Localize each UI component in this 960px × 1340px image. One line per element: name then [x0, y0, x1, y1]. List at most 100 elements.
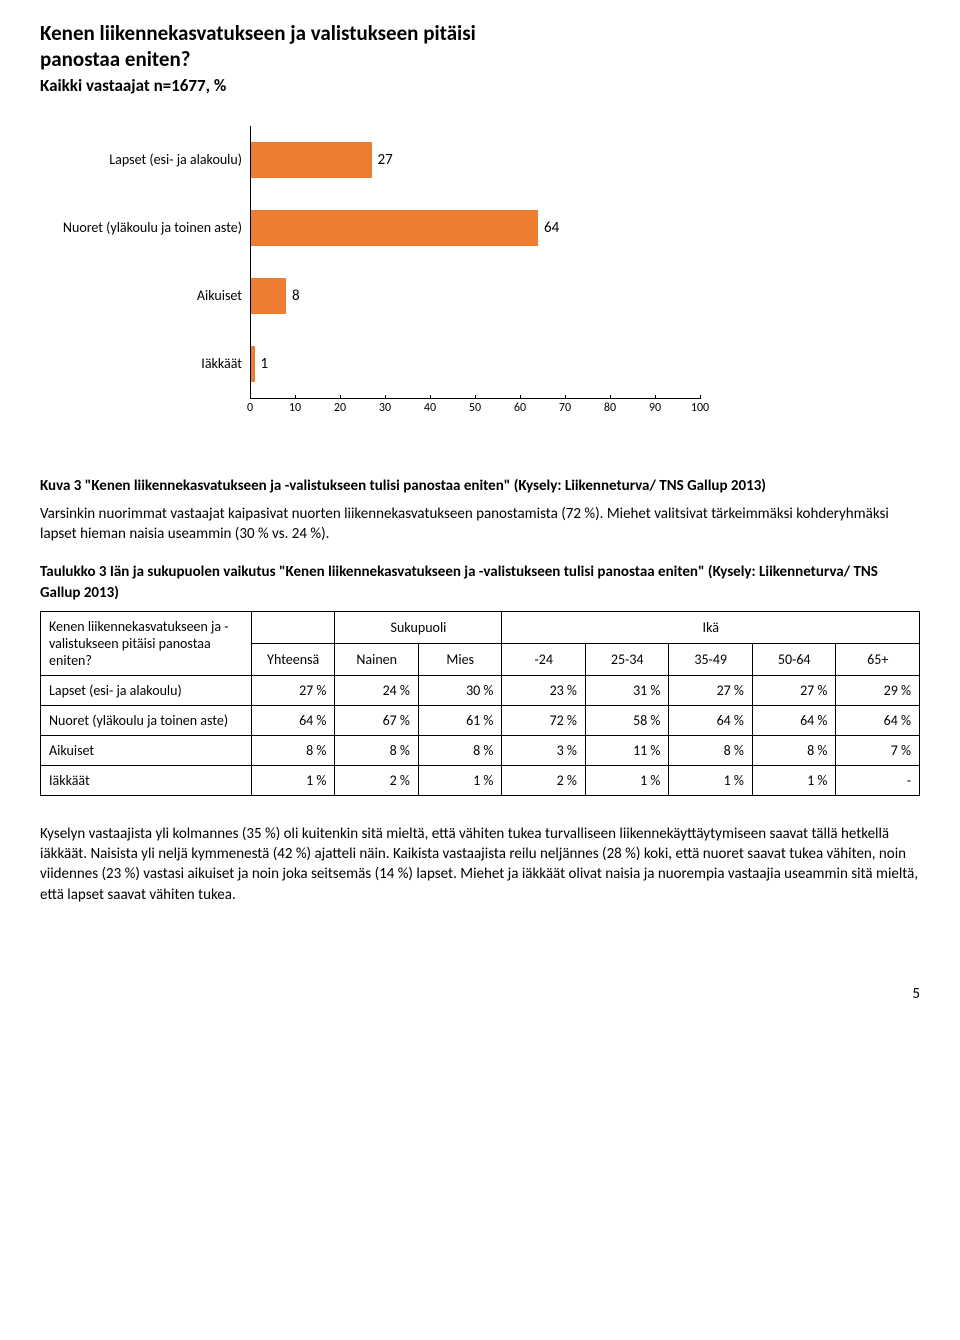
x-axis-tick-label: 30 [379, 401, 391, 415]
y-axis-line [250, 126, 251, 398]
table-top-header: Kenen liikennekasvatukseen ja -valistuks… [41, 611, 252, 675]
table-column-header: 50-64 [752, 643, 836, 675]
chart-bar-wrap: 27 [250, 142, 393, 178]
table-caption: Taulukko 3 Iän ja sukupuolen vaikutus "K… [40, 562, 920, 603]
table-column-header: Yhteensä [251, 643, 335, 675]
table-column-header: 25-34 [585, 643, 669, 675]
table-cell: 67 % [335, 705, 419, 735]
paragraph-1: Varsinkin nuorimmat vastaajat kaipasivat… [40, 504, 920, 545]
chart-bar [250, 142, 372, 178]
chart-subtitle: Kaikki vastaajat n=1677, % [40, 75, 920, 96]
table-row: Lapset (esi- ja alakoulu)27 %24 %30 %23 … [41, 675, 920, 705]
x-axis-tick-label: 80 [604, 401, 616, 415]
table-cell: 27 % [669, 675, 753, 705]
chart-row: Nuoret (yläkoulu ja toinen aste) 64 [40, 194, 920, 262]
table-cell: 27 % [752, 675, 836, 705]
table-group-header: Ikä [502, 611, 920, 643]
table-cell: 27 % [251, 675, 335, 705]
table-cell: 8 % [669, 735, 753, 765]
table-cell: 61 % [418, 705, 502, 735]
table-cell: 64 % [836, 705, 920, 735]
chart-value-label: 64 [544, 219, 559, 237]
chart-title-line1: Kenen liikennekasvatukseen ja valistukse… [40, 20, 476, 46]
table-blank-cell [251, 611, 335, 643]
chart-category-label: Iäkkäät [40, 355, 250, 372]
chart-category-label: Nuoret (yläkoulu ja toinen aste) [40, 219, 250, 236]
chart-title: Kenen liikennekasvatukseen ja valistukse… [40, 20, 920, 73]
x-axis-tick-label: 20 [334, 401, 346, 415]
table-cell: 23 % [502, 675, 586, 705]
table-row: Nuoret (yläkoulu ja toinen aste)64 %67 %… [41, 705, 920, 735]
page-number: 5 [40, 985, 920, 1003]
table-cell: 64 % [669, 705, 753, 735]
chart-bar-wrap: 8 [250, 278, 300, 314]
chart-bar-wrap: 1 [250, 346, 268, 382]
chart-bar [250, 210, 538, 246]
chart-value-label: 1 [261, 355, 269, 373]
chart-category-label: Aikuiset [40, 287, 250, 304]
x-axis-tick [700, 395, 701, 399]
x-axis-tick-label: 10 [289, 401, 301, 415]
table-row-label: Lapset (esi- ja alakoulu) [41, 675, 252, 705]
table-cell: - [836, 765, 920, 795]
chart-category-label: Lapset (esi- ja alakoulu) [40, 151, 250, 168]
table-row-label: Aikuiset [41, 735, 252, 765]
chart-row: Aikuiset 8 [40, 262, 920, 330]
table-cell: 72 % [502, 705, 586, 735]
x-axis-tick [385, 395, 386, 399]
table-cell: 1 % [251, 765, 335, 795]
table-cell: 7 % [836, 735, 920, 765]
chart-row: Iäkkäät 1 [40, 330, 920, 398]
x-axis-tick [565, 395, 566, 399]
chart-bar-wrap: 64 [250, 210, 559, 246]
table-cell: 58 % [585, 705, 669, 735]
chart-title-line2: panostaa eniten? [40, 46, 191, 72]
table-cell: 30 % [418, 675, 502, 705]
table-cell: 64 % [752, 705, 836, 735]
table-cell: 1 % [418, 765, 502, 795]
table-cell: 2 % [502, 765, 586, 795]
x-axis-tick [295, 395, 296, 399]
x-axis-tick [520, 395, 521, 399]
table-column-header: 65+ [836, 643, 920, 675]
chart-value-label: 8 [292, 287, 300, 305]
x-axis-tick [475, 395, 476, 399]
bar-chart: Lapset (esi- ja alakoulu) 27 Nuoret (yläko… [40, 126, 920, 446]
x-axis-tick-label: 60 [514, 401, 526, 415]
x-axis-tick-label: 90 [649, 401, 661, 415]
x-axis-tick-label: 40 [424, 401, 436, 415]
table-column-header: Nainen [335, 643, 419, 675]
x-axis: 0102030405060708090100 [250, 398, 700, 418]
x-axis-tick [340, 395, 341, 399]
x-axis-tick [430, 395, 431, 399]
table-row-label: Nuoret (yläkoulu ja toinen aste) [41, 705, 252, 735]
table-column-header: 35-49 [669, 643, 753, 675]
x-axis-tick-label: 0 [247, 401, 253, 415]
table-cell: 3 % [502, 735, 586, 765]
table-cell: 24 % [335, 675, 419, 705]
data-table: Kenen liikennekasvatukseen ja -valistuks… [40, 611, 920, 796]
table-row-label: Iäkkäät [41, 765, 252, 795]
x-axis-tick-label: 70 [559, 401, 571, 415]
table-cell: 2 % [335, 765, 419, 795]
table-group-header: Sukupuoli [335, 611, 502, 643]
table-column-header: -24 [502, 643, 586, 675]
table-cell: 29 % [836, 675, 920, 705]
chart-row: Lapset (esi- ja alakoulu) 27 [40, 126, 920, 194]
x-axis-tick [610, 395, 611, 399]
paragraph-2: Kyselyn vastaajista yli kolmannes (35 %)… [40, 824, 920, 905]
x-axis-tick [655, 395, 656, 399]
table-cell: 64 % [251, 705, 335, 735]
table-cell: 1 % [752, 765, 836, 795]
table-cell: 31 % [585, 675, 669, 705]
x-axis-tick-label: 50 [469, 401, 481, 415]
chart-value-label: 27 [378, 151, 393, 169]
table-cell: 11 % [585, 735, 669, 765]
table-cell: 8 % [418, 735, 502, 765]
table-column-header: Mies [418, 643, 502, 675]
table-row: Iäkkäät1 %2 %1 %2 %1 %1 %1 %- [41, 765, 920, 795]
x-axis-tick-label: 100 [691, 401, 709, 415]
table-row: Aikuiset8 %8 %8 %3 %11 %8 %8 %7 % [41, 735, 920, 765]
chart-bar [250, 278, 286, 314]
x-axis-tick [250, 395, 251, 399]
